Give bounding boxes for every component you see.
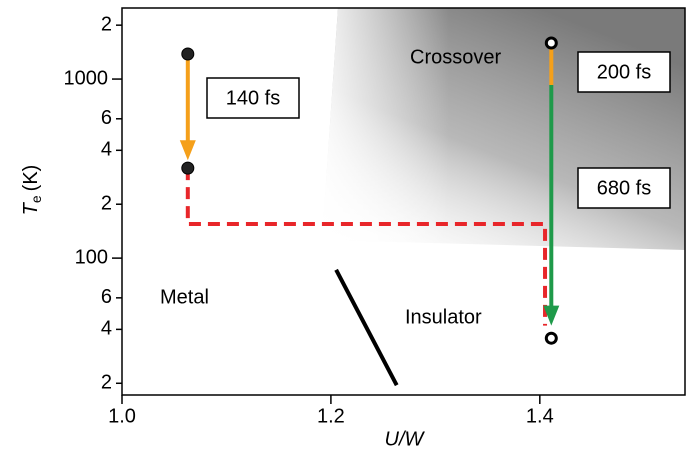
x-axis-label: U/W [385,428,426,450]
y-tick-label: 2 [101,13,112,35]
x-tick-label: 1.4 [526,405,554,427]
y-tick-label: 4 [101,318,112,340]
dashed-path [185,168,548,326]
arrow-label: 680 fs [597,177,651,199]
point [544,331,558,345]
boundary-line [334,268,399,387]
x-tick-label: 1.2 [317,405,345,427]
y-axis-label: Te (K) [20,165,43,216]
x-tick-label: 1.0 [108,405,136,427]
point [544,36,558,50]
arrow-label: 200 fs [597,61,651,83]
region-label: Insulator [405,306,482,328]
y-subscript: e [28,195,44,203]
crossover-fade [322,8,685,250]
region-label: Crossover [410,46,501,68]
y-tick-label: 6 [101,286,112,308]
y-symbol: T [20,201,42,215]
y-tick-label: 100 [75,246,108,268]
y-tick-label: 2 [101,372,112,394]
arrow-label: 140 fs [226,87,280,109]
point [181,161,195,175]
y-tick-label: 6 [101,107,112,129]
plot-frame [121,7,686,396]
y-tick-label: 1000 [64,67,109,89]
region-label: Metal [160,286,209,308]
y-unit: (K) [20,165,42,192]
arrow-head [543,305,560,326]
point [181,47,195,61]
label-box [206,77,300,119]
arrow-head [179,140,196,161]
label-box [577,51,671,93]
label-box [577,167,671,209]
y-tick-label: 4 [101,139,112,161]
y-tick-label: 2 [101,192,112,214]
